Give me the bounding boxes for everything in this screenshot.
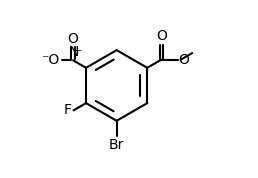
Text: N: N: [69, 45, 79, 59]
Text: F: F: [64, 103, 72, 117]
Text: O: O: [68, 32, 78, 46]
Text: Br: Br: [109, 138, 124, 152]
Text: +: +: [73, 46, 82, 56]
Text: ⁻O: ⁻O: [41, 53, 59, 67]
Text: O: O: [179, 53, 189, 67]
Text: O: O: [156, 29, 167, 43]
